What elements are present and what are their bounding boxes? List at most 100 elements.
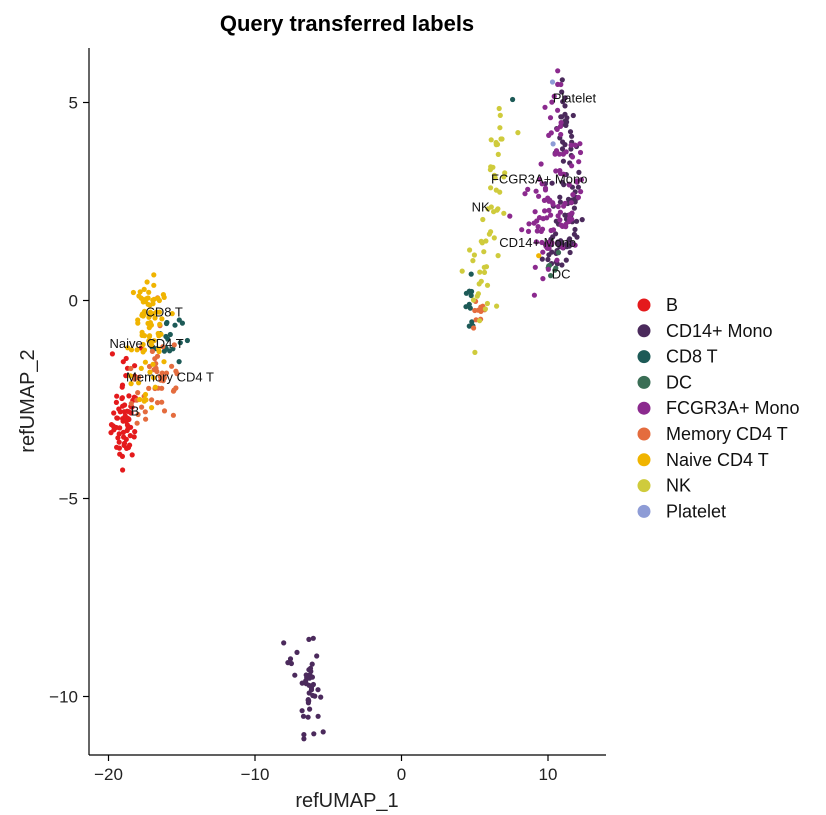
data-point <box>549 79 556 85</box>
data-point <box>141 286 147 292</box>
data-point <box>569 216 575 222</box>
data-point <box>549 180 555 186</box>
data-point <box>309 661 315 667</box>
data-point <box>158 377 164 383</box>
data-point <box>163 370 170 376</box>
data-point <box>281 640 287 646</box>
data-point <box>308 668 314 675</box>
data-point <box>109 351 115 357</box>
data-point <box>571 231 578 237</box>
legend-swatch <box>637 375 651 389</box>
data-point <box>134 347 140 353</box>
data-point <box>139 404 145 410</box>
data-point <box>117 451 123 457</box>
chart-title: Query transferred labels <box>220 11 474 36</box>
data-point <box>177 340 183 346</box>
data-point <box>558 131 564 138</box>
cluster-label: Memory CD4 T <box>126 370 214 385</box>
data-point <box>301 736 307 742</box>
legend-label: Naive CD4 T <box>666 450 769 470</box>
legend-label: B <box>666 295 678 315</box>
legend-label: FCGR3A+ Mono <box>666 398 800 418</box>
data-point <box>569 154 576 160</box>
data-point <box>562 212 568 218</box>
data-point <box>132 429 138 435</box>
cluster-label: Naive CD4 T <box>110 336 184 351</box>
data-point <box>533 239 540 245</box>
data-point <box>159 399 165 405</box>
data-point <box>139 311 146 317</box>
data-point <box>549 99 555 105</box>
data-point <box>555 249 562 256</box>
data-point <box>170 412 176 418</box>
data-point <box>558 238 564 244</box>
data-point <box>539 226 546 232</box>
x-tick-label: −20 <box>94 765 123 784</box>
data-point <box>501 174 507 180</box>
data-point <box>551 93 557 99</box>
data-point <box>147 333 153 339</box>
data-point <box>128 400 134 407</box>
cluster-label: FCGR3A+ Mono <box>491 172 587 187</box>
data-point <box>115 435 121 441</box>
data-point <box>468 292 474 299</box>
legend-label: Platelet <box>666 501 726 521</box>
data-point <box>482 306 488 312</box>
data-point <box>126 416 132 423</box>
data-point <box>131 434 137 440</box>
data-point <box>560 99 566 105</box>
series-naive-cd4-t <box>125 253 542 411</box>
data-point <box>136 380 142 386</box>
data-point <box>176 317 182 323</box>
data-point <box>545 256 551 263</box>
data-point <box>542 104 548 110</box>
data-point <box>111 410 117 416</box>
data-point <box>320 729 326 735</box>
data-point <box>122 402 128 408</box>
data-point <box>494 303 500 309</box>
y-tick-label: 0 <box>69 292 78 311</box>
data-point <box>469 319 475 325</box>
data-point <box>128 381 134 387</box>
data-point <box>160 344 166 350</box>
data-point <box>146 385 152 391</box>
data-point <box>120 467 126 473</box>
series-nk <box>459 105 521 355</box>
data-point <box>468 271 474 277</box>
data-point <box>147 309 153 315</box>
data-point <box>546 132 552 138</box>
data-point <box>140 299 146 305</box>
data-point <box>488 185 494 191</box>
data-point <box>156 348 162 355</box>
x-tick-label: 0 <box>397 765 406 784</box>
cluster-label: B <box>131 403 140 418</box>
series-fcgr3a-mono <box>507 68 585 298</box>
data-point <box>555 81 561 87</box>
data-point <box>509 96 516 103</box>
data-point <box>549 240 555 246</box>
data-point <box>558 120 564 126</box>
data-point <box>144 279 150 285</box>
data-point <box>572 142 578 148</box>
cluster-label: DC <box>552 267 571 282</box>
x-tick-label: −10 <box>241 765 270 784</box>
data-point <box>130 289 136 296</box>
data-point <box>558 222 564 228</box>
data-point <box>169 363 175 369</box>
data-point <box>116 406 122 412</box>
data-point <box>548 212 554 218</box>
data-point <box>483 264 490 270</box>
data-point <box>148 339 154 345</box>
data-point <box>472 349 478 355</box>
data-point <box>515 130 521 136</box>
data-point <box>121 442 127 448</box>
data-point <box>152 356 158 362</box>
data-point <box>560 245 566 251</box>
data-point <box>301 732 307 738</box>
data-point <box>578 177 585 183</box>
data-point <box>161 408 168 414</box>
data-point <box>574 218 580 224</box>
data-point <box>143 416 149 422</box>
data-point <box>566 182 572 188</box>
